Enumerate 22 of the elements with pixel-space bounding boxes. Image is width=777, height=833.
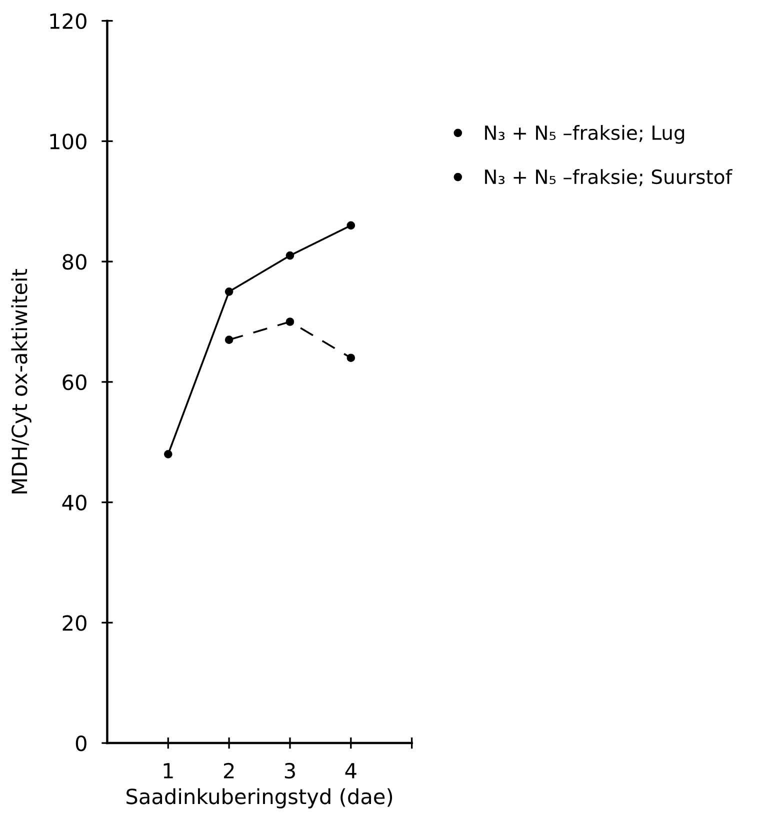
y-tick-label: 120 xyxy=(50,13,86,30)
x-tick-label: 4 xyxy=(345,763,356,778)
x-tick-label: 2 xyxy=(224,762,234,778)
point xyxy=(164,450,172,458)
legend-label: N₃ + N₅ –fraksie; Suurstof xyxy=(485,169,732,186)
point xyxy=(224,336,234,344)
y-tick-label: 60 xyxy=(62,374,86,390)
point xyxy=(346,221,356,230)
legend-label: N₃ + N₅ –fraksie; Lug xyxy=(485,124,684,144)
y-tick-label: 40 xyxy=(62,494,86,511)
y-tick-label: 0 xyxy=(76,735,86,752)
point xyxy=(346,354,356,362)
point xyxy=(286,318,294,326)
x-axis-title: Saadinkuberingstyd (dae) xyxy=(126,788,392,808)
point xyxy=(286,251,294,260)
y-axis-title: MDH/Cyt ox-aktiwiteit xyxy=(11,268,32,494)
y-tick-label: 20 xyxy=(62,615,86,631)
y-tick-label: 100 xyxy=(50,134,86,150)
x-tick-label: 3 xyxy=(284,762,295,779)
y-tick-label: 80 xyxy=(62,254,86,270)
point xyxy=(224,287,234,296)
x-tick-label: 1 xyxy=(164,763,173,778)
